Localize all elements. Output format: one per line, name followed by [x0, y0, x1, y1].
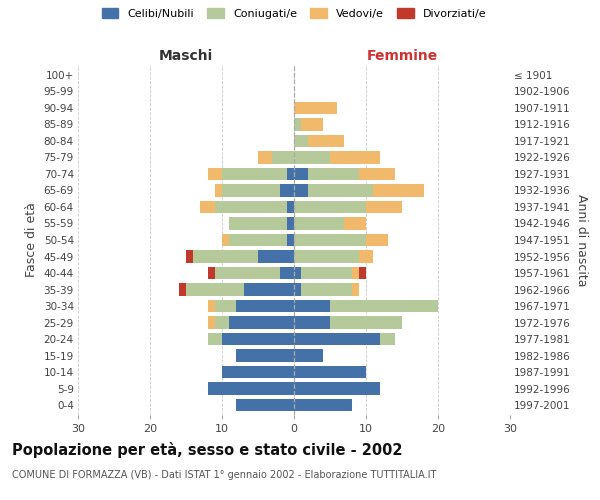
Bar: [215, 184, 222, 196]
Bar: [222, 366, 294, 378]
Bar: [308, 135, 344, 147]
Text: COMUNE DI FORMAZZA (VB) - Dati ISTAT 1° gennaio 2002 - Elaborazione TUTTITALIA.I: COMUNE DI FORMAZZA (VB) - Dati ISTAT 1° …: [12, 470, 436, 480]
Bar: [229, 316, 294, 328]
Bar: [294, 366, 366, 378]
Bar: [294, 267, 301, 279]
Y-axis label: Fasce di età: Fasce di età: [25, 202, 38, 278]
Bar: [359, 168, 395, 180]
Bar: [222, 333, 294, 345]
Bar: [294, 250, 359, 262]
Bar: [294, 300, 330, 312]
Bar: [352, 284, 359, 296]
Bar: [208, 267, 215, 279]
Bar: [294, 284, 301, 296]
Bar: [294, 168, 308, 180]
Bar: [301, 284, 352, 296]
Bar: [366, 201, 402, 213]
Bar: [215, 316, 229, 328]
Bar: [294, 399, 352, 411]
Bar: [294, 184, 308, 196]
Bar: [186, 250, 193, 262]
Bar: [258, 152, 272, 164]
Bar: [380, 333, 395, 345]
Bar: [193, 250, 258, 262]
Bar: [294, 218, 344, 230]
Bar: [344, 218, 366, 230]
Bar: [208, 333, 222, 345]
Bar: [308, 168, 359, 180]
Bar: [359, 250, 373, 262]
Bar: [222, 184, 280, 196]
Bar: [330, 152, 380, 164]
Bar: [330, 300, 438, 312]
Bar: [222, 168, 287, 180]
Bar: [208, 168, 222, 180]
Bar: [258, 250, 294, 262]
Bar: [215, 267, 280, 279]
Bar: [352, 267, 359, 279]
Bar: [294, 201, 366, 213]
Bar: [280, 267, 294, 279]
Bar: [236, 350, 294, 362]
Bar: [200, 201, 215, 213]
Bar: [359, 267, 366, 279]
Bar: [287, 218, 294, 230]
Bar: [179, 284, 186, 296]
Bar: [294, 102, 337, 114]
Bar: [215, 300, 236, 312]
Bar: [294, 152, 330, 164]
Bar: [294, 333, 380, 345]
Text: Popolazione per età, sesso e stato civile - 2002: Popolazione per età, sesso e stato civil…: [12, 442, 403, 458]
Bar: [366, 234, 388, 246]
Bar: [294, 382, 380, 395]
Bar: [294, 135, 308, 147]
Bar: [294, 118, 301, 130]
Bar: [208, 300, 215, 312]
Bar: [280, 184, 294, 196]
Bar: [330, 316, 402, 328]
Legend: Celibi/Nubili, Coniugati/e, Vedovi/e, Divorziati/e: Celibi/Nubili, Coniugati/e, Vedovi/e, Di…: [102, 8, 486, 19]
Bar: [308, 184, 373, 196]
Y-axis label: Anni di nascita: Anni di nascita: [575, 194, 587, 286]
Bar: [208, 382, 294, 395]
Bar: [294, 350, 323, 362]
Bar: [373, 184, 424, 196]
Bar: [287, 234, 294, 246]
Bar: [287, 201, 294, 213]
Bar: [236, 399, 294, 411]
Bar: [244, 284, 294, 296]
Bar: [215, 201, 287, 213]
Bar: [229, 218, 287, 230]
Bar: [301, 118, 323, 130]
Bar: [294, 234, 366, 246]
Bar: [186, 284, 244, 296]
Bar: [222, 234, 229, 246]
Text: Maschi: Maschi: [159, 48, 213, 62]
Bar: [272, 152, 294, 164]
Bar: [229, 234, 287, 246]
Bar: [208, 316, 215, 328]
Bar: [236, 300, 294, 312]
Bar: [287, 168, 294, 180]
Bar: [301, 267, 352, 279]
Bar: [294, 316, 330, 328]
Text: Femmine: Femmine: [367, 48, 437, 62]
